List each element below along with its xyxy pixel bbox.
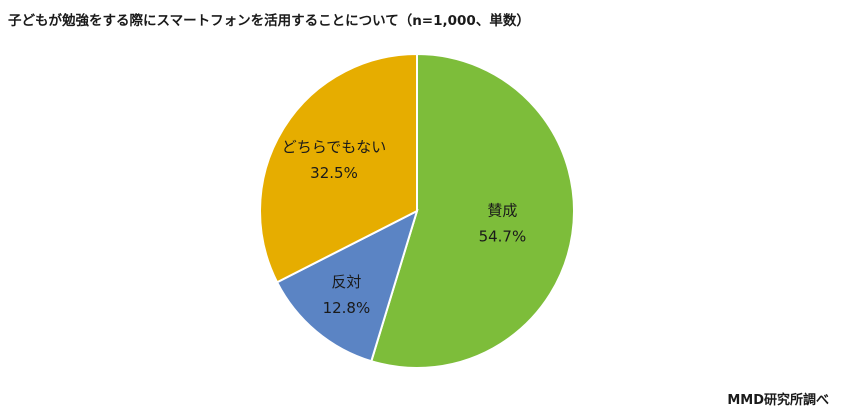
source-note: MMD研究所調べ	[727, 393, 829, 408]
pie-slices	[259, 52, 575, 369]
slice-neutral	[259, 52, 418, 284]
pie-labels: 賛成 54.7% 反対 12.8% どちらでもない 32.5%	[282, 138, 527, 317]
slice-disagree	[275, 209, 419, 363]
slice-disagree-value: 12.8%	[323, 299, 371, 317]
slice-agree-value: 54.7%	[479, 228, 527, 246]
slice-neutral-value: 32.5%	[310, 164, 358, 182]
slice-neutral-label: どちらでもない	[282, 138, 387, 156]
slice-agree	[370, 52, 575, 369]
chart-title: 子どもが勉強をする際にスマートフォンを活用することについて（n=1,000、単数…	[8, 13, 530, 29]
slice-disagree-label: 反対	[331, 273, 361, 291]
slice-agree-label: 賛成	[487, 202, 517, 220]
